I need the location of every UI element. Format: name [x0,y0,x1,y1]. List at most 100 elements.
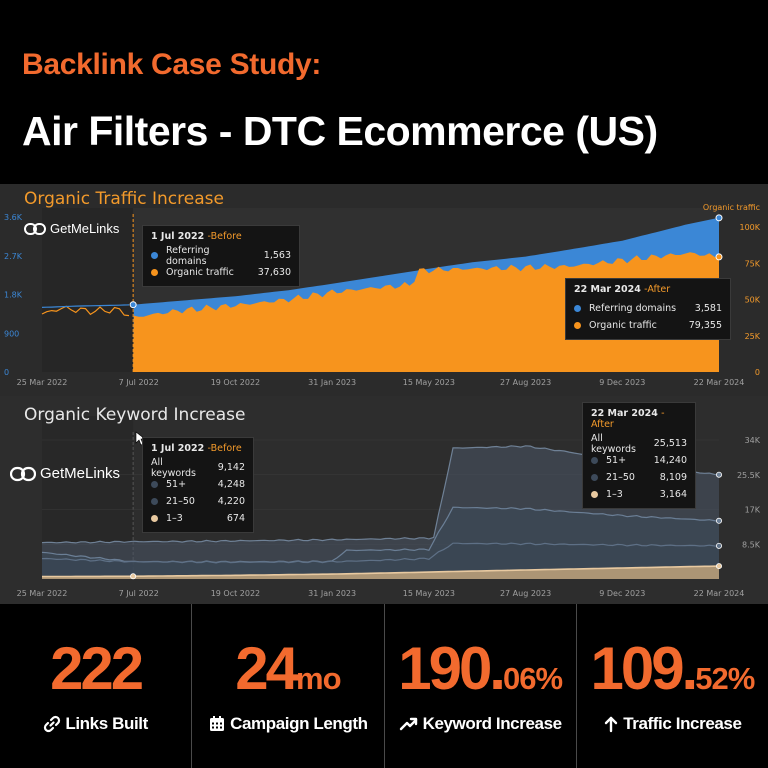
right-axis-tick: 34K [745,436,761,445]
tooltip-date-text: 22 Mar 2024 [591,408,662,419]
tooltip-row-label: Referring domains [589,303,677,314]
tooltip-row: Referring domains 1,563 [151,245,291,267]
x-axis-tick: 9 Dec 2023 [599,589,645,598]
stat-value-unit: mo [296,661,341,696]
rank-1-3-end-point [716,563,723,570]
right-axis-tick: 100K [739,223,760,232]
tooltip-date-text: 1 Jul 2022 [151,231,208,242]
right-axis-tick: 50K [745,296,761,305]
tooltip-row: 51+ 4,248 [151,476,245,493]
tooltip-tag: -After [644,284,671,295]
tooltip-row: Organic traffic 79,355 [574,317,722,334]
before-top3-point [130,573,137,580]
keyword-chart-title: Organic Keyword Increase [24,405,246,425]
left-axis-tick: 3.6K [4,213,23,222]
tooltip-row: 21–50 8,109 [591,469,687,486]
stat-label: Links Built [65,714,148,733]
x-axis-tick: 15 May 2023 [403,378,455,387]
tooltip-row: 21–50 4,220 [151,493,245,510]
legend-dot-icon [591,474,598,481]
keyword-tooltip-before: 1 Jul 2022 -Before All keywords 9,142 51+ 4,… [142,437,254,533]
stat-campaign-length: 24mo Campaign Length [192,604,385,768]
tooltip-row-value: 14,240 [653,455,687,466]
x-axis-tick: 31 Jan 2023 [308,378,356,387]
after-traffic-point [715,253,723,261]
tooltip-date: 22 Mar 2024 -After [574,284,722,295]
legend-dot-icon [151,252,158,259]
stat-value-unit: 06% [502,661,563,696]
tooltip-row-label: 1–3 [606,489,623,500]
legend-dot-icon [151,481,158,488]
x-axis-tick: 27 Aug 2023 [500,589,551,598]
x-axis-tick: 25 Mar 2022 [17,378,68,387]
keyword-chart: 34K 25.5K 17K 8.5K 25 Mar 2022 7 Jul 2022 19 O… [17,416,761,598]
x-axis-tick: 19 Oct 2022 [211,378,260,387]
chain-link-icon [10,466,36,481]
tooltip-row-value: 37,630 [257,267,291,278]
x-axis-tick: 9 Dec 2023 [599,378,645,387]
right-axis-tick: 75K [745,259,761,268]
all-keywords-end-point [716,471,723,478]
stats-bar: 222 Links Built 24mo [0,604,768,768]
tooltip-row: Referring domains 3,581 [574,300,722,317]
tooltip-row-value: 8,109 [659,472,687,483]
tooltip-row-value: 3,164 [659,489,687,500]
tooltip-row-value: 4,248 [217,479,245,490]
stat-value: 24 [235,635,299,702]
x-axis-tick: 7 Jul 2022 [119,589,159,598]
brand-logo: GetMeLinks [10,465,120,482]
tooltip-row-label: 1–3 [166,513,183,524]
right-axis-tick: 25K [745,332,761,341]
right-axis-tick: 25.5K [737,471,761,480]
tooltip-date: 22 Mar 2024 -After [591,408,687,430]
keyword-tooltip-after: 22 Mar 2024 -After All keywords 25,513 51+ 1… [582,402,696,509]
left-axis-tick: 2.7K [4,252,23,261]
link-icon [44,715,61,733]
tooltip-date: 1 Jul 2022 -Before [151,443,245,454]
legend-dot-icon [591,457,598,464]
legend-dot-icon [591,491,598,498]
stat-traffic-increase: 109.52% Traffic Increase [577,604,768,768]
tooltip-row-label: 21–50 [166,496,195,507]
tooltip-row-label: 51+ [166,479,187,490]
calendar-icon [210,716,225,731]
tooltip-row: All keywords 25,513 [591,433,687,455]
tooltip-row-value: 79,355 [688,320,722,331]
tooltip-tag: -After [591,408,665,430]
trend-up-icon [399,717,417,731]
after-domains-point [715,214,723,222]
tooltip-tag: -Before [207,443,242,454]
right-axis-tick: 0 [755,368,760,377]
x-axis-tick: 15 May 2023 [403,589,455,598]
tooltip-row-label: All keywords [151,456,196,479]
brand-logo-text: GetMeLinks [50,221,120,236]
tooltip-row: All keywords 9,142 [151,456,245,479]
referring-domains-pre-line [41,304,130,308]
legend-dot-icon [151,498,158,505]
left-axis-tick: 900 [4,329,19,338]
right-axis-tick: 8.5K [742,540,761,549]
stat-keyword-increase: 190.06% Keyword Increase [385,604,577,768]
rank-51-plus-end-point [716,517,723,524]
x-axis-tick: 27 Aug 2023 [500,378,551,387]
legend-dot-icon [574,305,581,312]
stat-links-built: 222 Links Built [0,604,193,768]
stat-label: Campaign Length [230,714,368,733]
tooltip-row-value: 3,581 [694,303,722,314]
stat-value: 222 [50,635,144,702]
x-axis-tick: 31 Jan 2023 [308,589,356,598]
right-axis-tick: 17K [745,506,761,515]
chain-link-icon [24,222,46,235]
traffic-chart-title: Organic Traffic Increase [24,189,224,209]
tooltip-row: 1–3 674 [151,510,245,527]
legend-dot-icon [151,269,158,276]
tooltip-row-value: 1,563 [263,250,291,261]
tooltip-date-text: 22 Mar 2024 [574,284,645,295]
brand-logo-text: GetMeLinks [40,465,121,482]
tooltip-row-value: 674 [226,513,245,524]
x-axis-tick: 7 Jul 2022 [119,378,159,387]
x-axis-tick: 25 Mar 2022 [17,589,68,598]
tooltip-row: 1–3 3,164 [591,486,687,503]
tooltip-row-label: Organic traffic [166,267,234,278]
stat-value-unit: 52% [695,661,755,696]
